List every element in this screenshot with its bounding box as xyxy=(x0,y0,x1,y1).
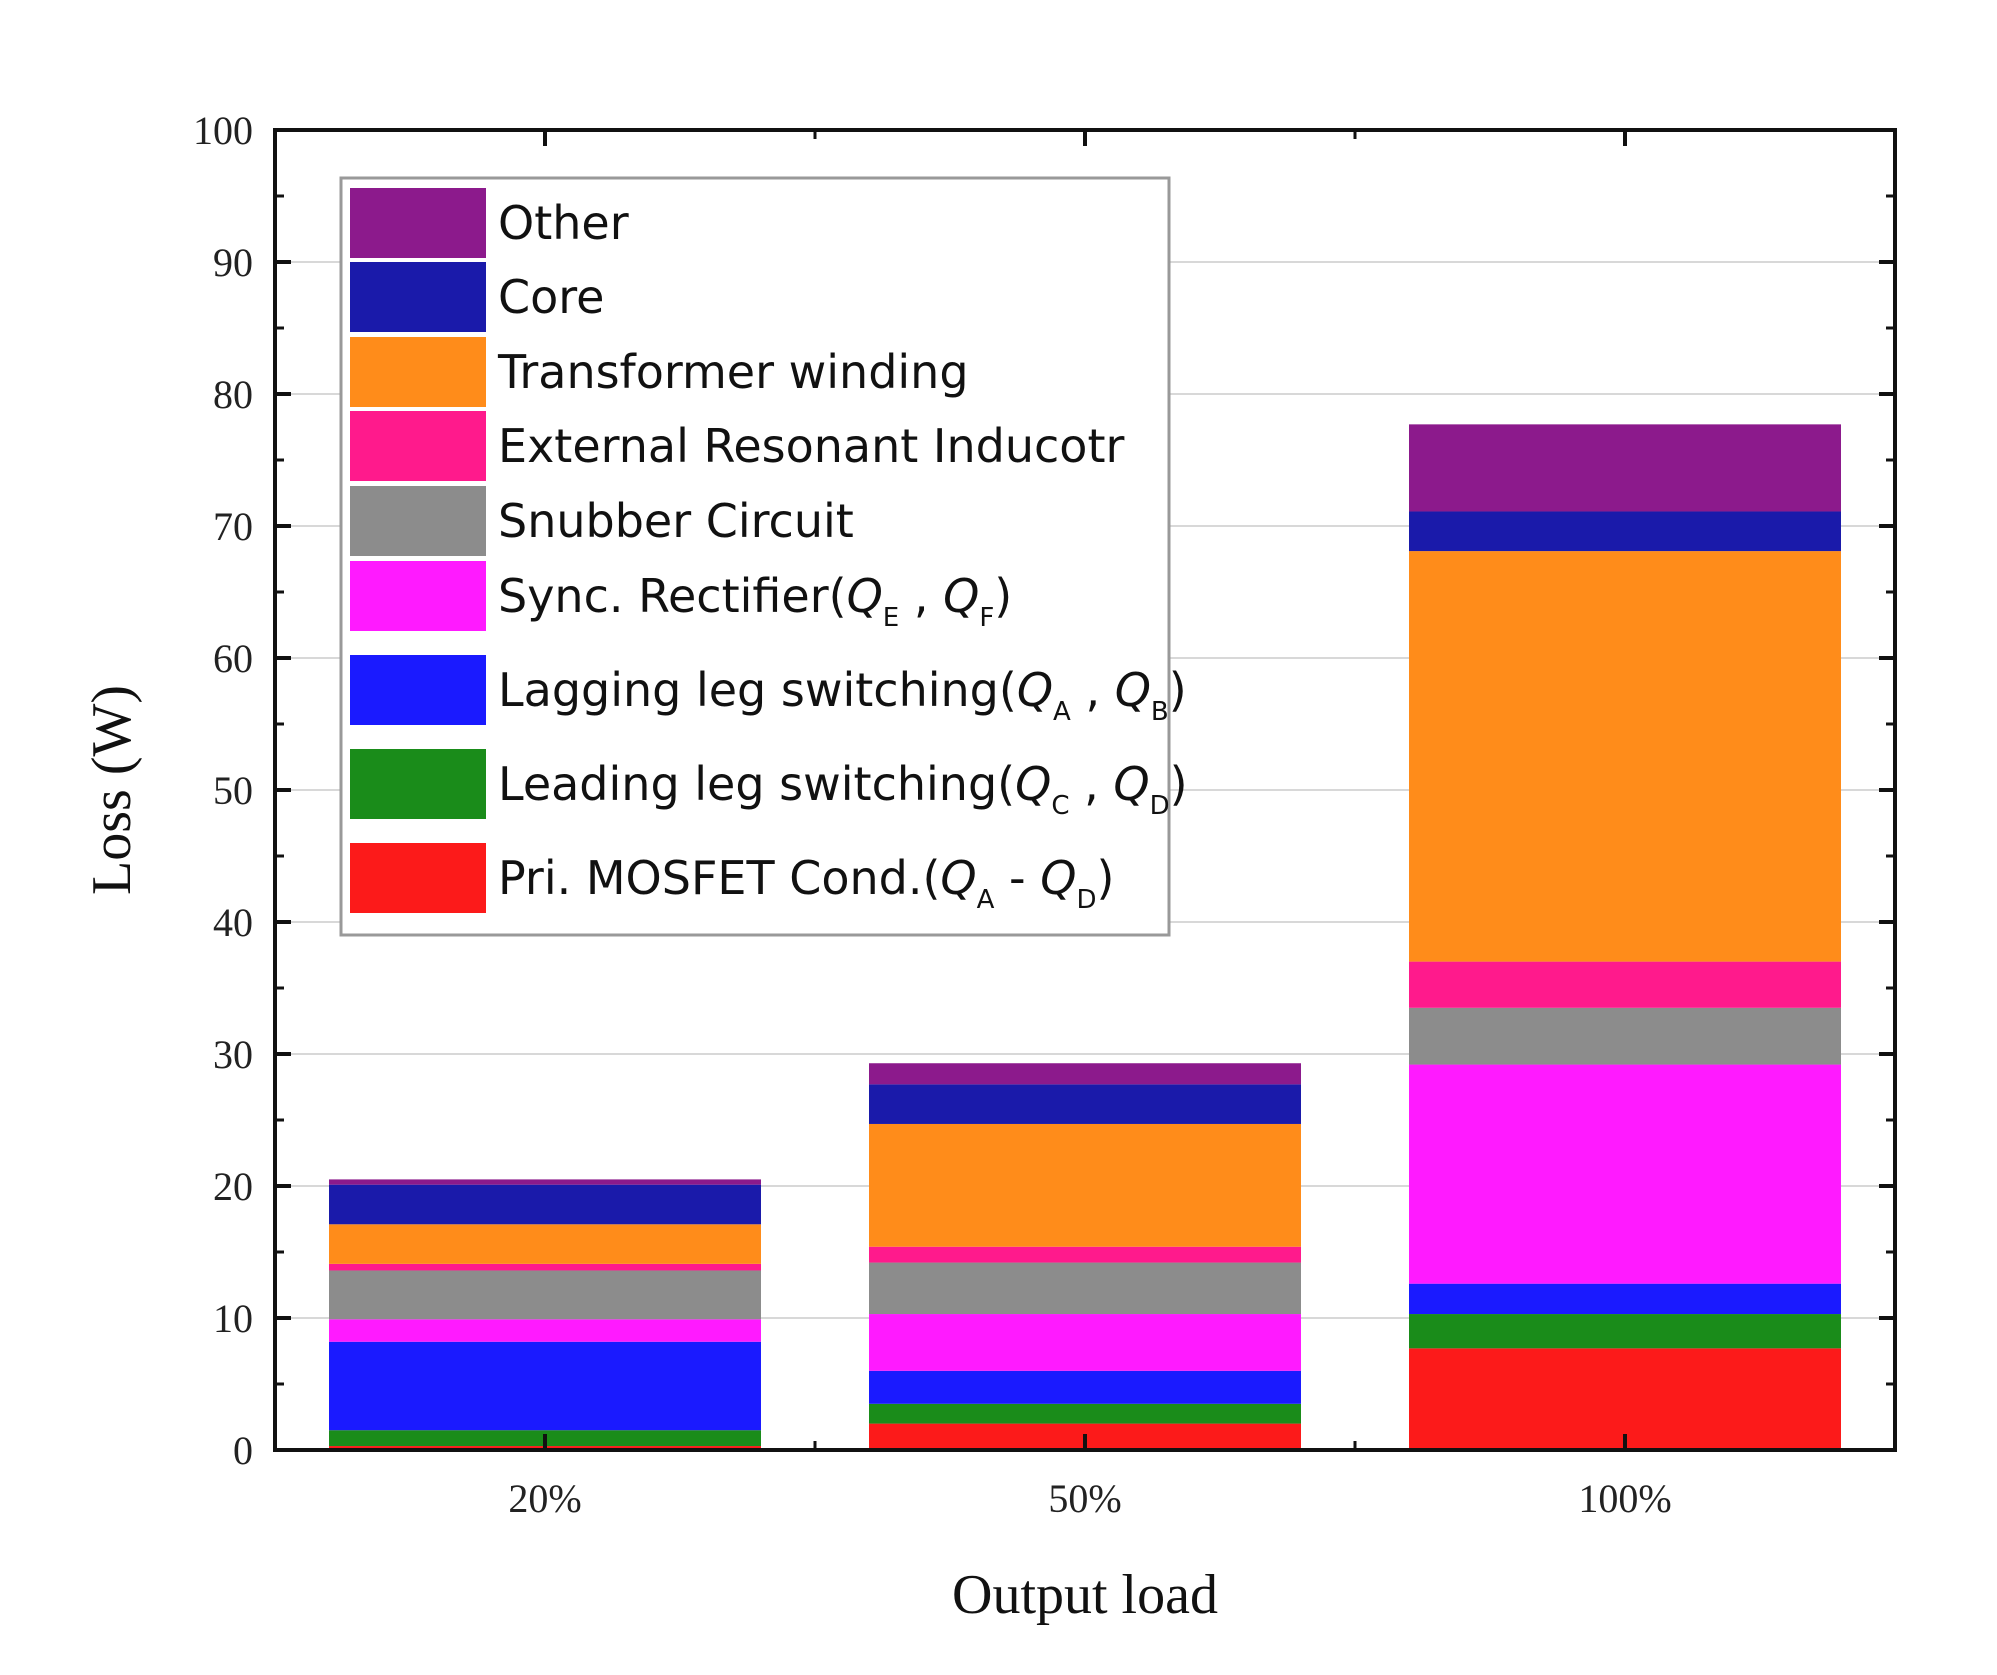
legend-var: Q xyxy=(943,569,979,623)
legend-separator: , xyxy=(899,569,943,623)
legend-var: Q xyxy=(847,569,883,623)
bar-segment xyxy=(329,1341,761,1431)
y-axis-title: Loss (W) xyxy=(81,685,143,895)
legend-subscript: E xyxy=(883,603,899,633)
legend-separator: , xyxy=(1069,757,1113,811)
legend-text: Lagging leg switching( xyxy=(498,663,1017,717)
legend-var: Q xyxy=(1015,757,1051,811)
bar-segment xyxy=(869,1314,1301,1371)
x-tick-label: 50% xyxy=(1048,1476,1121,1521)
legend: Other Core Transformer winding External Res… xyxy=(339,176,1188,937)
bar-segment xyxy=(869,1246,1301,1263)
legend-text: Pri. MOSFET Cond.( xyxy=(498,851,940,905)
bar-segment xyxy=(869,1063,1301,1085)
y-tick-label: 50 xyxy=(213,768,253,813)
legend-var: Q xyxy=(1113,757,1149,811)
bar-segment xyxy=(329,1319,761,1342)
legend-text: ) xyxy=(994,569,1012,623)
bar-segment xyxy=(329,1179,761,1185)
legend-subscript: C xyxy=(1051,791,1069,821)
bar-segment xyxy=(869,1123,1301,1247)
y-tick-label: 70 xyxy=(213,504,253,549)
legend-var: Q xyxy=(1040,851,1076,905)
legend-subscript: A xyxy=(1053,697,1071,727)
legend-text: ) xyxy=(1169,663,1187,717)
x-tick-label: 100% xyxy=(1578,1476,1671,1521)
legend-subscript: D xyxy=(1150,791,1170,821)
bar-segment xyxy=(1409,1064,1841,1284)
y-tick-label: 100 xyxy=(193,108,253,153)
y-tick-label: 0 xyxy=(233,1428,253,1473)
legend-swatch xyxy=(350,843,486,913)
legend-subscript: A xyxy=(977,885,995,915)
legend-label: Snubber Circuit xyxy=(498,494,854,548)
legend-swatch xyxy=(350,561,486,631)
legend-label: Transformer winding xyxy=(497,345,969,399)
legend-label: Leading leg switching(QC , QD) xyxy=(498,757,1188,821)
legend-label: Pri. MOSFET Cond.(QA - QD) xyxy=(498,851,1114,915)
legend-label: Core xyxy=(498,270,604,324)
y-tick-label: 10 xyxy=(213,1296,253,1341)
legend-swatch xyxy=(350,188,486,258)
legend-subscript: D xyxy=(1076,885,1096,915)
legend-label: Other xyxy=(498,196,629,250)
bar-segment xyxy=(1409,1314,1841,1349)
y-tick-labels: 0 10 20 30 40 50 60 70 80 90 100 xyxy=(193,108,253,1473)
bar-segment xyxy=(869,1262,1301,1315)
legend-text: Leading leg switching( xyxy=(498,757,1015,811)
legend-var: Q xyxy=(1017,663,1053,717)
legend-swatch xyxy=(350,486,486,556)
bar-segment xyxy=(1409,1348,1841,1450)
bar-segment xyxy=(1409,1007,1841,1065)
y-tick-label: 30 xyxy=(213,1032,253,1077)
bar-segment xyxy=(869,1084,1301,1124)
legend-var: Q xyxy=(1115,663,1151,717)
plot-frame xyxy=(273,128,1897,1452)
y-tick-label: 60 xyxy=(213,636,253,681)
legend-swatch xyxy=(350,337,486,407)
legend-text: ) xyxy=(1170,757,1188,811)
legend-text: ) xyxy=(1097,851,1115,905)
legend-swatch xyxy=(350,411,486,481)
legend-swatch xyxy=(350,749,486,819)
bar-segment xyxy=(329,1184,761,1225)
bar-segment xyxy=(1409,424,1841,512)
legend-label: Lagging leg switching(QA , QB) xyxy=(498,663,1187,727)
x-axis-title: Output load xyxy=(952,1564,1218,1626)
bar-segment xyxy=(1409,551,1841,962)
bar-segment xyxy=(329,1224,761,1264)
legend-separator: , xyxy=(1071,663,1115,717)
legend-subscript: F xyxy=(979,603,994,633)
legend-var: Q xyxy=(940,851,976,905)
bar-segment xyxy=(869,1403,1301,1424)
legend-label: External Resonant Inducotr xyxy=(498,419,1124,473)
legend-label: Sync. Rectifier(QE , QF) xyxy=(498,569,1012,633)
y-tick-label: 40 xyxy=(213,900,253,945)
y-tick-label: 80 xyxy=(213,372,253,417)
legend-swatch xyxy=(350,655,486,725)
y-tick-label: 20 xyxy=(213,1164,253,1209)
bar-segment xyxy=(329,1270,761,1320)
x-tick-labels: 20% 50% 100% xyxy=(508,1476,1671,1521)
legend-text: Sync. Rectifier( xyxy=(498,569,847,623)
bar-segment xyxy=(1409,511,1841,552)
legend-swatch xyxy=(350,262,486,332)
x-tick-label: 20% xyxy=(508,1476,581,1521)
bar-segment xyxy=(1409,1283,1841,1315)
bar-segment xyxy=(869,1370,1301,1404)
legend-separator: - xyxy=(994,851,1040,905)
bar-segment xyxy=(1409,961,1841,1008)
bar-segment xyxy=(329,1263,761,1271)
bars xyxy=(329,424,1841,1450)
legend-subscript: B xyxy=(1151,697,1169,727)
y-tick-label: 90 xyxy=(213,240,253,285)
